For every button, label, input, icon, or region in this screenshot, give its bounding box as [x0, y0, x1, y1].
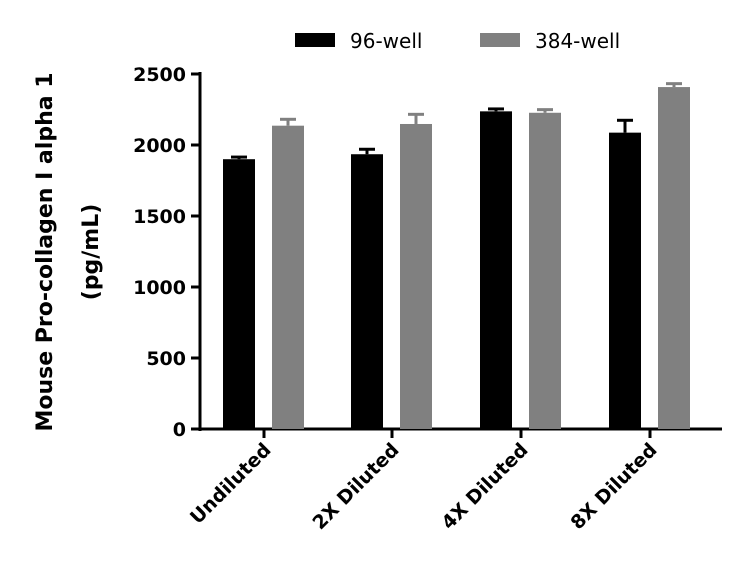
bar-384-well	[658, 87, 690, 430]
y-axis-label-line-2: (pg/mL)	[79, 204, 104, 301]
legend-swatch	[480, 33, 520, 47]
bar-96-well	[351, 154, 383, 430]
legend-label: 384-well	[535, 29, 620, 53]
y-tick-label: 1000	[133, 277, 186, 299]
y-tick-label: 1500	[133, 206, 186, 228]
bars	[223, 82, 690, 430]
x-tick-label: 8X Diluted	[567, 439, 662, 534]
bar-384-well	[400, 123, 432, 429]
bar-384-well	[272, 125, 304, 430]
x-tick-label: 4X Diluted	[438, 439, 533, 534]
y-tick-label: 0	[173, 419, 186, 441]
y-axis-label-line-1: Mouse Pro-collagen I alpha 1	[33, 72, 58, 431]
legend: 96-well 384-well	[295, 29, 620, 53]
y-tick-label: 2000	[133, 135, 186, 157]
x-tick-label: Undiluted	[186, 439, 276, 529]
bar-96-well	[480, 111, 512, 429]
bar-96-well	[223, 159, 255, 429]
y-tick-label: 2500	[133, 64, 186, 86]
legend-label: 96-well	[350, 29, 422, 53]
bar-384-well	[529, 112, 561, 430]
legend-swatch	[295, 33, 335, 47]
x-tick-label: 2X Diluted	[309, 439, 404, 534]
bar-96-well	[609, 132, 641, 429]
y-tick-label: 500	[146, 348, 186, 370]
